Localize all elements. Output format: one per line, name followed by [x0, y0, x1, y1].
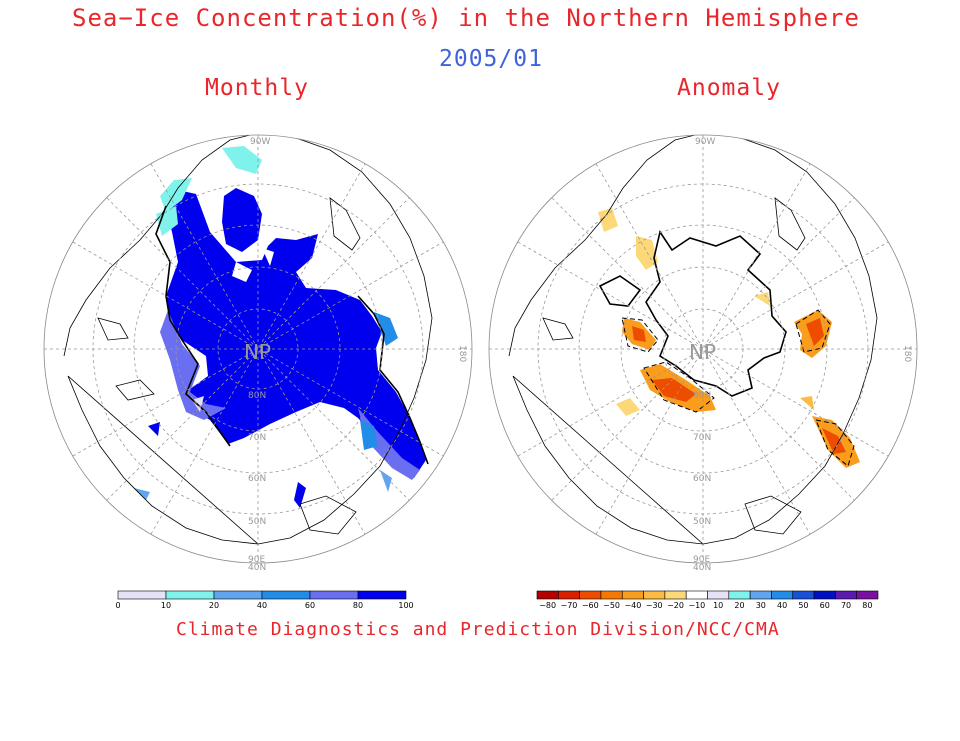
lat-lon-grid	[43, 134, 473, 564]
credit-line: Climate Diagnostics and Prediction Divis…	[176, 619, 780, 640]
lat-label-80n: 80N	[248, 391, 266, 401]
monthly-colorbar-tick-label-4: 60	[305, 601, 315, 610]
lat-label-50n: 50N	[693, 517, 711, 527]
anomaly-colorbar-tick-label-2: −60	[582, 601, 599, 610]
lon-label-180: 180	[902, 345, 912, 362]
anomaly-colorbar-tick-label-1: −70	[561, 601, 578, 610]
lon-label-90e: 90E	[693, 555, 710, 565]
anomaly-colorbar-tick-label-8: 10	[713, 601, 723, 610]
coastlines	[508, 135, 878, 545]
anomaly-colorbar-tick-label-9: 20	[734, 601, 744, 610]
chart-title: Sea−Ice Concentration(%) in the Northern…	[72, 4, 860, 32]
anomaly-colorbar-tick-label-0: −80	[539, 601, 556, 610]
monthly-map: NP 80N 70N 60N 50N 40N 90W 180 90E	[43, 134, 473, 573]
anomaly-colorbar-swatch-2	[579, 590, 602, 600]
north-pole-label: NP	[244, 340, 271, 364]
lat-label-70n: 70N	[248, 433, 266, 443]
anomaly-colorbar-swatch-5	[643, 590, 666, 600]
anomaly-colorbar-swatch-3	[600, 590, 623, 600]
monthly-colorbar-tick-label-1: 10	[161, 601, 171, 610]
lat-label-60n: 60N	[693, 474, 711, 484]
anomaly-field	[598, 208, 860, 468]
monthly-colorbar-swatch-2	[213, 590, 263, 600]
anomaly-colorbar-swatch-13	[813, 590, 836, 600]
lat-label-50n: 50N	[248, 517, 266, 527]
coastlines	[63, 135, 433, 545]
anomaly-colorbar-tick-label-11: 40	[777, 601, 787, 610]
lat-label-40n: 40N	[693, 563, 711, 573]
monthly-colorbar-swatch-4	[309, 590, 359, 600]
anomaly-colorbar-tick-label-14: 70	[841, 601, 851, 610]
monthly-colorbar-tick-label-5: 80	[353, 601, 363, 610]
anomaly-colorbar-swatch-10	[749, 590, 772, 600]
anomaly-map: NP 80N 70N 60N 50N 40N 90W 180 90E	[488, 134, 918, 573]
lat-label-80n: 80N	[693, 391, 711, 401]
lat-label-70n: 70N	[693, 433, 711, 443]
anomaly-colorbar-swatch-15	[856, 590, 879, 600]
anomaly-colorbar-tick-label-7: −10	[688, 601, 705, 610]
anomaly-colorbar-swatch-1	[558, 590, 580, 600]
monthly-colorbar-swatch-5	[357, 590, 407, 600]
anomaly-colorbar-swatch-12	[792, 590, 815, 600]
anomaly-colorbar-tick-label-15: 80	[862, 601, 872, 610]
anomaly-colorbar-swatch-7	[685, 590, 708, 600]
lat-label-40n: 40N	[248, 563, 266, 573]
anomaly-colorbar: −80 −70 −60 −50 −40 −30 −20 −10 10 20 30 40 50 60 70 80	[536, 590, 879, 610]
zero-anomaly-contour	[598, 230, 787, 397]
anomaly-colorbar-swatch-8	[707, 590, 730, 600]
anomaly-colorbar-tick-label-13: 60	[820, 601, 830, 610]
lon-label-90e: 90E	[248, 555, 265, 565]
monthly-colorbar-tick-label-6: 100	[398, 601, 413, 610]
lon-label-90w: 90W	[250, 137, 270, 147]
anomaly-colorbar-swatch-9	[728, 590, 751, 600]
date-label: 2005/01	[439, 46, 543, 72]
monthly-colorbar-swatch-0	[117, 590, 167, 600]
north-pole-label: NP	[689, 340, 716, 364]
lon-label-180: 180	[457, 345, 467, 362]
anomaly-colorbar-swatch-11	[771, 590, 794, 600]
anomaly-colorbar-swatch-4	[621, 590, 644, 600]
monthly-colorbar-tick-label-2: 20	[209, 601, 219, 610]
lat-lon-grid	[488, 134, 918, 564]
monthly-colorbar-tick-label-3: 40	[257, 601, 267, 610]
monthly-colorbar-tick-label-0: 0	[115, 601, 120, 610]
sea-ice-field	[134, 146, 426, 508]
anomaly-panel-label: Anomaly	[677, 75, 781, 101]
anomaly-colorbar-swatch-14	[835, 590, 857, 600]
monthly-colorbar: 0 10 20 40 60 80 100	[115, 590, 414, 610]
anomaly-colorbar-tick-label-4: −40	[624, 601, 641, 610]
monthly-colorbar-swatch-1	[165, 590, 215, 600]
anomaly-colorbar-tick-label-10: 30	[756, 601, 766, 610]
anomaly-colorbar-tick-label-12: 50	[798, 601, 808, 610]
lat-label-60n: 60N	[248, 474, 266, 484]
negative-anomaly-contours	[621, 309, 855, 467]
anomaly-colorbar-swatch-6	[664, 590, 687, 600]
monthly-panel-label: Monthly	[205, 75, 309, 101]
anomaly-colorbar-tick-label-3: −50	[603, 601, 620, 610]
anomaly-colorbar-swatch-0	[536, 590, 559, 600]
anomaly-colorbar-tick-label-6: −20	[667, 601, 684, 610]
monthly-colorbar-swatch-3	[261, 590, 311, 600]
lon-label-90w: 90W	[695, 137, 715, 147]
anomaly-colorbar-tick-label-5: −30	[646, 601, 663, 610]
